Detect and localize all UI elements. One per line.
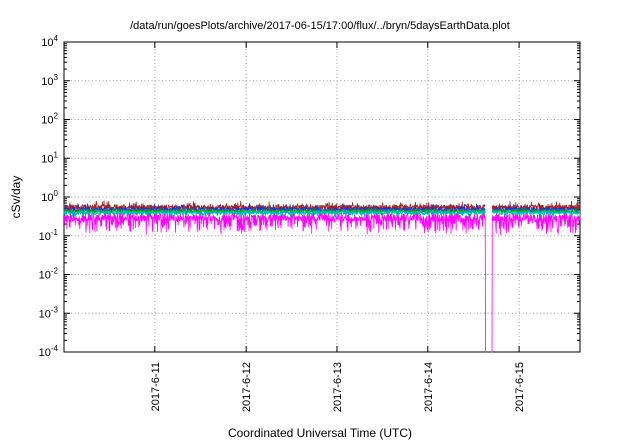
y-tick-label: 10-2	[39, 267, 59, 282]
series-flux-magenta	[63, 211, 581, 353]
x-axis-label: Coordinated Universal Time (UTC)	[227, 426, 413, 440]
y-tick-label: 10-4	[39, 344, 59, 359]
x-tick-label: 2017-6-14	[423, 362, 435, 412]
chart-title: /data/run/goesPlots/archive/2017-06-15/1…	[130, 20, 510, 32]
y-tick-label: 10-3	[39, 305, 59, 320]
y-tick-label: 101	[41, 150, 58, 165]
x-tick-label: 2017-6-12	[241, 362, 253, 412]
y-tick-label: 104	[41, 34, 58, 49]
y-tick-label: 102	[41, 112, 58, 127]
y-tick-label: 10-1	[39, 228, 59, 243]
x-tick-label: 2017-6-15	[514, 362, 526, 412]
x-tick-label: 2017-6-11	[150, 362, 162, 411]
y-tick-label: 103	[41, 73, 58, 88]
plot-border	[63, 41, 581, 353]
x-tick-label: 2017-6-13	[332, 362, 344, 412]
y-tick-label: 100	[41, 189, 58, 204]
